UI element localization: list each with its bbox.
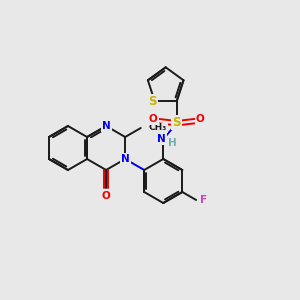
Text: F: F xyxy=(200,195,207,205)
Text: O: O xyxy=(102,191,110,201)
Text: N: N xyxy=(157,134,166,144)
Text: O: O xyxy=(196,114,205,124)
Text: N: N xyxy=(102,121,110,131)
Text: N: N xyxy=(121,154,130,164)
Text: H: H xyxy=(168,138,177,148)
Text: CH₃: CH₃ xyxy=(149,124,167,133)
Text: S: S xyxy=(148,95,157,108)
Text: O: O xyxy=(149,114,158,124)
Text: S: S xyxy=(172,116,181,129)
